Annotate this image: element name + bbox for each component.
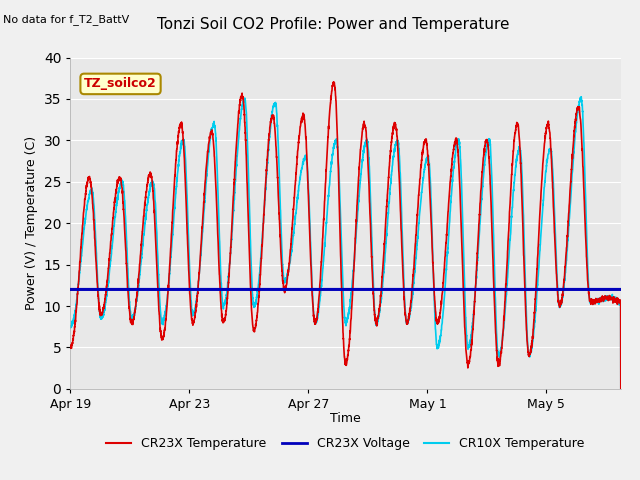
Text: Tonzi Soil CO2 Profile: Power and Temperature: Tonzi Soil CO2 Profile: Power and Temper…	[157, 17, 509, 32]
Text: No data for f_T2_BattV: No data for f_T2_BattV	[3, 14, 129, 25]
Legend: CR23X Temperature, CR23X Voltage, CR10X Temperature: CR23X Temperature, CR23X Voltage, CR10X …	[101, 432, 590, 456]
X-axis label: Time: Time	[330, 412, 361, 425]
Y-axis label: Power (V) / Temperature (C): Power (V) / Temperature (C)	[25, 136, 38, 310]
Text: TZ_soilco2: TZ_soilco2	[84, 77, 157, 90]
